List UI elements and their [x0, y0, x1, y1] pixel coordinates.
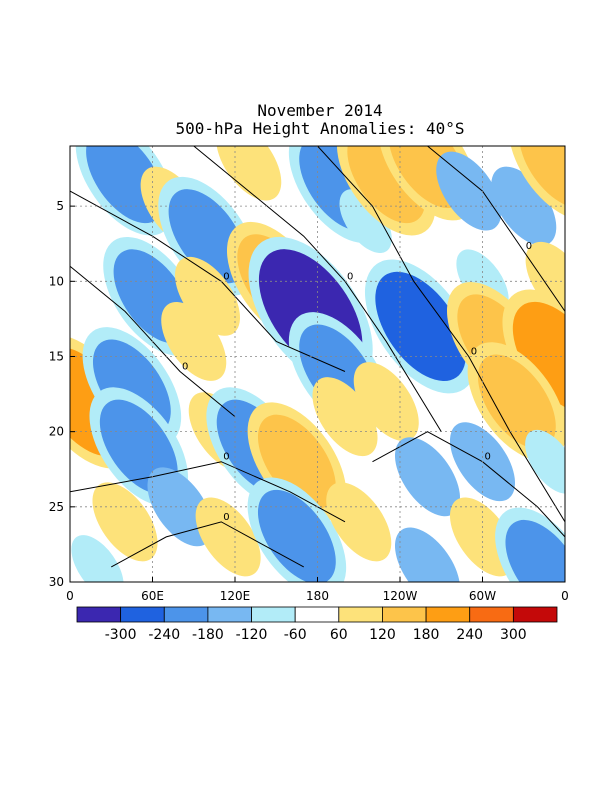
positive-anomaly: [326, 482, 392, 562]
colorbar-swatch: [207, 606, 252, 623]
y-tick-label: 10: [49, 274, 64, 288]
positive-anomaly: [195, 497, 261, 577]
x-tick-label: 120E: [220, 589, 251, 603]
colorbar-label: 180: [413, 627, 440, 643]
colorbar-label: 240: [456, 627, 483, 643]
chart-title: November 2014: [257, 101, 382, 120]
x-tick-label: 0: [561, 589, 569, 603]
positive-anomaly: [477, 354, 556, 449]
colorbar-label: -120: [236, 627, 268, 643]
y-axis-ticks: 5 10 15 20 25 30: [49, 199, 75, 589]
y-tick-label: 5: [56, 199, 64, 213]
positive-anomaly: [347, 146, 426, 224]
x-tick-label: 120W: [383, 589, 418, 603]
positive-anomaly: [519, 146, 565, 209]
anomaly-field: 0 0 0 0 0 0 0 0: [70, 146, 565, 582]
y-tick-label: 30: [49, 575, 64, 589]
negative-anomaly: [394, 527, 461, 582]
negative-anomaly: [436, 151, 502, 231]
contour-label: 0: [223, 271, 229, 282]
contour-label: 0: [471, 346, 477, 357]
x-tick-label: 60W: [469, 589, 496, 603]
positive-anomaly: [312, 377, 378, 457]
colorbar-swatch: [338, 606, 383, 623]
colorbar-swatch: [382, 606, 427, 623]
negative-anomaly: [71, 535, 124, 582]
chart-subtitle: 500-hPa Height Anomalies: 40°S: [176, 119, 465, 138]
positive-anomaly: [174, 256, 241, 336]
x-tick-label: 60E: [141, 589, 164, 603]
colorbar-label: -240: [148, 627, 180, 643]
colorbar-label: 300: [500, 627, 527, 643]
x-tick-label: 180: [306, 589, 329, 603]
negative-anomaly: [491, 166, 557, 246]
negative-anomaly: [339, 189, 392, 254]
negative-anomaly: [505, 519, 565, 582]
zero-contour: [427, 146, 565, 312]
contour-label: 0: [485, 452, 491, 463]
zero-contour: [70, 461, 346, 523]
y-tick-label: 15: [49, 349, 64, 363]
contour-label: 0: [223, 512, 229, 523]
positive-anomaly: [257, 414, 336, 509]
y-tick-label: 25: [49, 500, 64, 514]
y-tick-label: 20: [49, 425, 64, 439]
negative-anomaly: [257, 489, 336, 582]
colorbar-label: -60: [284, 627, 307, 643]
x-tick-label: 0: [66, 589, 74, 603]
colorbar-swatch: [425, 606, 471, 623]
positive-anomaly: [512, 301, 565, 412]
contour-label: 0: [182, 362, 188, 373]
contour-label: 0: [526, 241, 532, 252]
colorbar-swatch: [251, 606, 296, 623]
colorbar-label: 60: [330, 627, 348, 643]
zero-contour: [317, 146, 565, 523]
colorbar-swatch: [294, 606, 340, 623]
colorbar-swatch: [469, 606, 514, 623]
positive-anomaly: [525, 241, 565, 321]
negative-anomaly: [168, 189, 247, 284]
colorbar-swatch: [76, 606, 122, 623]
colorbar-label: -180: [192, 627, 224, 643]
colorbar-swatch: [120, 606, 165, 623]
negative-anomaly: [394, 437, 461, 517]
positive-anomaly: [161, 301, 227, 381]
negative-anomaly: [375, 271, 466, 382]
colorbar: -300 -240 -180 -120 -60 60 120 180 240 300: [76, 606, 558, 643]
zero-contour: [111, 521, 304, 568]
positive-anomaly: [353, 362, 419, 442]
contour-label: 0: [223, 452, 229, 463]
colorbar-swatch: [512, 606, 558, 623]
colorbar-label: -300: [105, 627, 137, 643]
colorbar-label: 120: [369, 627, 396, 643]
negative-anomaly: [525, 429, 565, 494]
positive-anomaly: [216, 146, 282, 201]
x-axis-ticks: 0 60E 120E 180 120W 60W 0: [66, 577, 569, 603]
contour-label: 0: [347, 271, 353, 282]
positive-anomaly: [92, 482, 158, 562]
plot-area: 0 0 0 0 0 0 0 0: [70, 146, 565, 582]
colorbar-swatch: [163, 606, 209, 623]
